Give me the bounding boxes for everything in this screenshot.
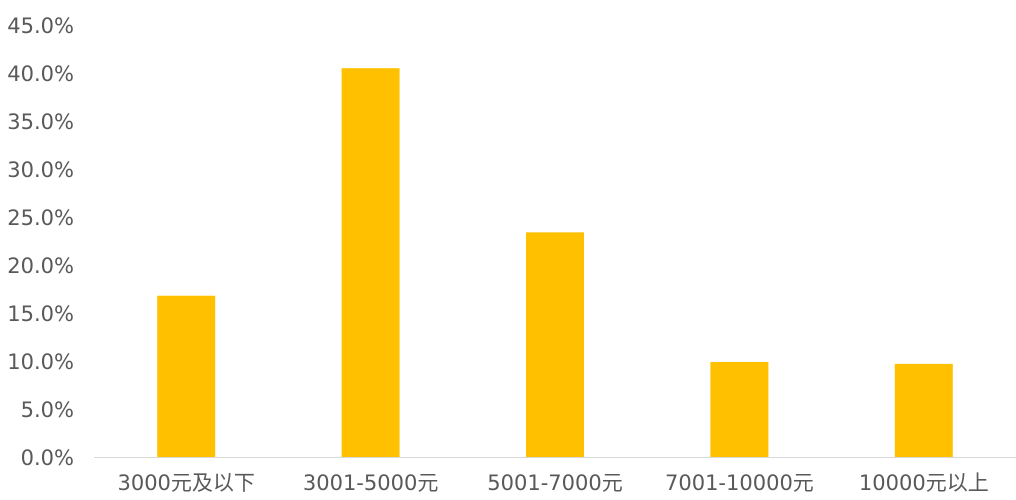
x-tick-label: 10000元以上 bbox=[859, 471, 989, 495]
bar bbox=[710, 361, 769, 457]
x-tick-label: 5001-7000元 bbox=[487, 471, 622, 495]
y-axis-labels: 0.0% 5.0% 10.0% 15.0% 20.0% 25.0% 30.0% 35.0% 40… bbox=[7, 14, 74, 470]
y-tick-label: 45.0% bbox=[7, 14, 74, 38]
y-tick-label: 10.0% bbox=[7, 350, 74, 374]
bar bbox=[157, 295, 216, 457]
bar bbox=[526, 232, 584, 457]
y-tick-label: 0.0% bbox=[21, 446, 74, 470]
y-tick-label: 40.0% bbox=[7, 62, 74, 86]
y-tick-label: 5.0% bbox=[21, 398, 74, 422]
y-tick-label: 15.0% bbox=[7, 302, 74, 326]
y-tick-label: 35.0% bbox=[7, 110, 74, 134]
x-axis-labels: 3000元及以下 3001-5000元 5001-7000元 7001-10000元 1… bbox=[117, 471, 988, 495]
x-tick-label: 3001-5000元 bbox=[303, 471, 438, 495]
bars bbox=[157, 68, 953, 457]
y-tick-label: 25.0% bbox=[7, 206, 74, 230]
y-tick-label: 30.0% bbox=[7, 158, 74, 182]
bar bbox=[341, 68, 400, 457]
x-tick-label: 3000元及以下 bbox=[117, 471, 254, 495]
bar bbox=[894, 363, 953, 457]
y-tick-label: 20.0% bbox=[7, 254, 74, 278]
x-tick-label: 7001-10000元 bbox=[665, 471, 814, 495]
